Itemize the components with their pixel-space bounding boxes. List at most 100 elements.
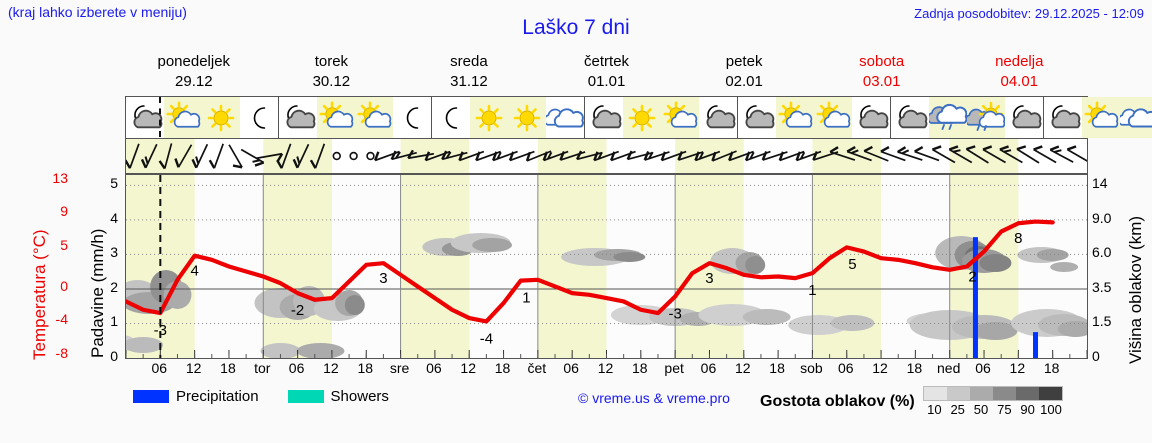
icon-day-5 bbox=[891, 97, 1044, 138]
cloud-icon bbox=[1120, 107, 1152, 127]
sun-cloud-drizzle-icon bbox=[967, 101, 1005, 131]
wind-barb bbox=[880, 145, 906, 162]
cloud-blob bbox=[979, 254, 1012, 272]
x-axis-label: 18 bbox=[906, 360, 923, 376]
day-name: torek bbox=[314, 53, 349, 70]
wind-barb bbox=[965, 145, 989, 164]
x-axis-label: 18 bbox=[220, 360, 236, 376]
showers-legend-label: Showers bbox=[330, 388, 389, 405]
x-axis-label: 06 bbox=[151, 360, 168, 376]
cloud-blob bbox=[260, 343, 301, 358]
temperature-label: -3 bbox=[668, 305, 681, 322]
cloud-density-ramp-segment bbox=[1015, 387, 1039, 400]
last-updated-label: Zadnja posodobitev: 29.12.2025 - 12:09 bbox=[914, 6, 1144, 21]
x-axis-label: pet bbox=[664, 360, 684, 376]
icon-cell bbox=[1082, 97, 1120, 138]
icon-cell bbox=[814, 97, 852, 138]
cloud-density-ramp-labels: 10 25 50 75 90 100 bbox=[923, 402, 1063, 417]
precipitation-bar bbox=[1033, 332, 1039, 358]
temperature-label: -2 bbox=[291, 302, 304, 319]
moon-icon bbox=[253, 106, 266, 129]
wind-barb bbox=[158, 143, 173, 170]
day-name: sreda bbox=[450, 53, 488, 70]
wind-barb bbox=[1049, 145, 1074, 163]
copyright-link[interactable]: © vreme.us & vreme.pro bbox=[578, 390, 730, 406]
cloud-blob bbox=[1057, 321, 1087, 337]
wind-barb bbox=[999, 145, 1023, 164]
icon-cell bbox=[546, 97, 584, 138]
daylight-band bbox=[126, 139, 195, 173]
wind-barbs bbox=[124, 139, 1091, 173]
wind-barb bbox=[390, 150, 417, 161]
now-marker-icons bbox=[159, 97, 162, 137]
moon-cloud-icon bbox=[706, 104, 736, 128]
cloud-height-tick: 0 bbox=[1092, 348, 1100, 364]
icon-cell bbox=[432, 97, 470, 138]
day-name: petek bbox=[725, 53, 763, 70]
cloud-height-tick: 3.5 bbox=[1092, 278, 1112, 295]
showers-swatch bbox=[287, 390, 324, 403]
wind-barb bbox=[174, 144, 193, 168]
cloud-blob bbox=[344, 295, 365, 315]
icon-cell bbox=[623, 97, 661, 138]
wind-barb bbox=[309, 143, 326, 169]
day-name: sobota bbox=[859, 53, 905, 70]
page-title: Laško 7 dni bbox=[522, 16, 630, 39]
moon-cloud-icon bbox=[1051, 104, 1081, 128]
wind-barb bbox=[948, 145, 973, 164]
cloud-height-axis-title: Višina oblakov (km) bbox=[1126, 215, 1145, 364]
cloud-density-ramp-segment bbox=[923, 387, 947, 400]
day-name: četrtek bbox=[584, 53, 630, 70]
moon-cloud-icon bbox=[898, 104, 928, 128]
day-header-2: sreda 31.12 bbox=[400, 52, 538, 94]
cloud-height-tick: 14 bbox=[1092, 175, 1108, 192]
day-header-3: četrtek 01.01 bbox=[538, 52, 676, 94]
precipitation-legend-label: Precipitation bbox=[176, 388, 259, 405]
precip-legend: Precipitation Showers bbox=[133, 388, 389, 405]
x-axis-labels: 06 12 18 tor 06 12 18 sre 06 12 18 čet 06 12 18 pet 06 12… bbox=[125, 360, 1088, 380]
icon-day-1 bbox=[279, 97, 432, 138]
icon-cell bbox=[967, 97, 1005, 138]
x-axis-label: 12 bbox=[597, 360, 614, 376]
wind-barb bbox=[863, 145, 889, 162]
icon-cell bbox=[776, 97, 814, 138]
icon-day-2 bbox=[432, 97, 585, 138]
sun-cloud-icon bbox=[816, 100, 851, 128]
temperature-label: 2 bbox=[968, 269, 976, 286]
x-axis-label: 06 bbox=[700, 360, 717, 376]
sun-cloud-icon bbox=[166, 100, 201, 128]
daylight-band bbox=[263, 175, 332, 358]
precipitation-tick: 5 bbox=[110, 175, 118, 192]
sun-icon bbox=[513, 104, 541, 131]
x-axis-label: ned bbox=[937, 360, 961, 376]
x-axis-label: 06 bbox=[563, 360, 579, 376]
x-axis-label: sre bbox=[389, 360, 410, 376]
weather-icon-strip bbox=[125, 96, 1152, 138]
cloud-blob bbox=[296, 343, 345, 358]
precipitation-axis-title: Padavine (mm/h) bbox=[88, 228, 107, 358]
wind-barb bbox=[846, 145, 872, 162]
icon-cell bbox=[355, 97, 393, 138]
icon-cell bbox=[1005, 97, 1043, 138]
cloud-density-ramp-bar bbox=[922, 386, 1063, 401]
x-axis-label: 06 bbox=[975, 360, 991, 376]
x-axis-label: 18 bbox=[357, 360, 374, 376]
cloud-density-ramp-label: 100 bbox=[1040, 402, 1062, 417]
temperature-label: 4 bbox=[190, 263, 198, 280]
cloud-height-tick: 6.0 bbox=[1092, 244, 1112, 261]
cloud-blob bbox=[613, 252, 646, 262]
icon-cell bbox=[738, 97, 776, 138]
x-axis-label: 18 bbox=[494, 360, 511, 376]
icon-day-0 bbox=[126, 97, 279, 138]
sun-icon bbox=[475, 104, 503, 131]
cloud-height-tick: 1.5 bbox=[1092, 313, 1112, 330]
x-axis-label: 12 bbox=[1009, 360, 1026, 376]
cloud-blob bbox=[126, 337, 164, 353]
wind-barb bbox=[208, 143, 224, 169]
x-axis-label: 06 bbox=[426, 360, 442, 376]
precipitation-tick: 2 bbox=[110, 278, 118, 295]
precipitation-swatch bbox=[133, 390, 169, 403]
moon-cloud-icon bbox=[286, 104, 316, 128]
cloud-density-title: Gostota oblakov (%) bbox=[760, 392, 915, 410]
day-date: 30.12 bbox=[312, 73, 351, 90]
